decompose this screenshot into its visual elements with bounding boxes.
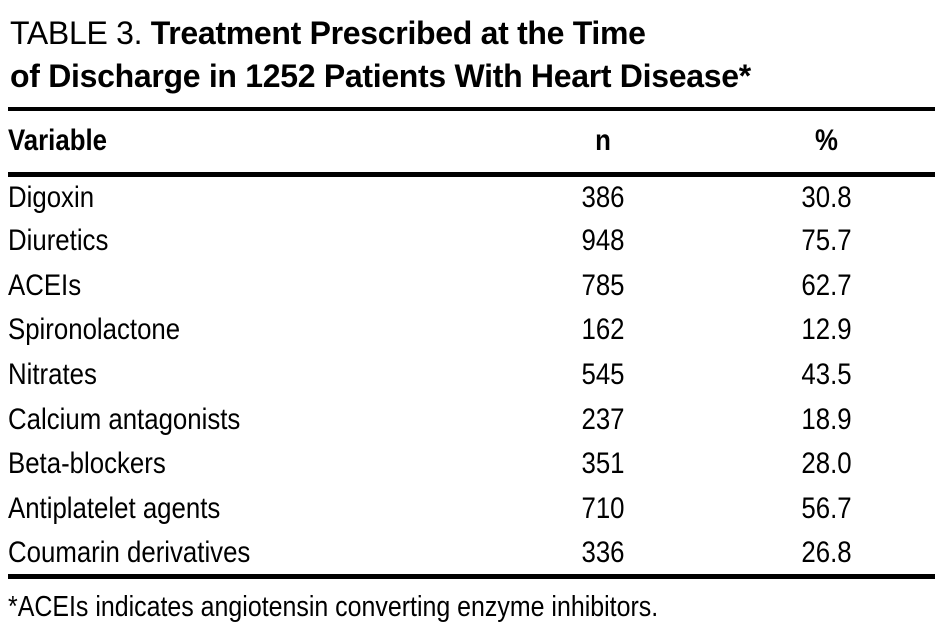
table-row: Spironolactone 162 12.9 (8, 308, 935, 353)
cell-variable: Digoxin (8, 180, 95, 214)
table-row: Digoxin 386 30.8 (8, 174, 935, 219)
cell-percent: 28.0 (801, 447, 852, 481)
table-number-label: TABLE 3. (10, 15, 143, 51)
table-row: Diuretics 948 75.7 (8, 219, 935, 264)
table-row: Nitrates 545 43.5 (8, 353, 935, 398)
table-row: Calcium antagonists 237 18.9 (8, 397, 935, 442)
table-footnote: *ACEIs indicates angiotensin converting … (8, 589, 948, 625)
cell-n: 545 (581, 358, 625, 392)
table-row: ACEIs 785 62.7 (8, 263, 935, 308)
header-variable: Variable (8, 109, 488, 177)
cell-n: 710 (581, 492, 625, 526)
cell-percent: 56.7 (801, 492, 852, 526)
cell-n: 948 (581, 224, 625, 258)
header-percent: % (718, 109, 935, 177)
cell-percent: 75.7 (801, 224, 852, 258)
header-row: Variable n % (8, 109, 935, 177)
cell-variable: Nitrates (8, 358, 97, 392)
cell-variable: Spironolactone (8, 313, 181, 347)
cell-percent: 18.9 (801, 402, 852, 436)
cell-variable: ACEIs (8, 268, 82, 302)
cell-n: 351 (581, 447, 625, 481)
table-title-text-1: Treatment Prescribed at the Time (150, 15, 646, 51)
cell-n: 336 (581, 535, 625, 569)
cell-percent: 26.8 (801, 535, 852, 569)
cell-variable: Beta-blockers (8, 447, 166, 481)
table-header: Variable n % (8, 109, 935, 177)
table-body: Digoxin 386 30.8 Diuretics 948 75.7 ACEI… (8, 174, 935, 577)
cell-variable: Coumarin derivatives (8, 535, 251, 569)
table-title-line2: of Discharge in 1252 Patients With Heart… (10, 58, 751, 94)
cell-percent: 12.9 (801, 313, 852, 347)
cell-variable: Calcium antagonists (8, 402, 241, 436)
cell-percent: 62.7 (801, 268, 852, 302)
footnote-text: *ACEIs indicates angiotensin converting … (8, 590, 659, 623)
cell-variable: Antiplatelet agents (8, 492, 221, 526)
header-n: n (488, 109, 718, 177)
table-title: TABLE 3. Treatment Prescribed at the Tim… (0, 0, 948, 98)
table-row: Beta-blockers 351 28.0 (8, 442, 935, 487)
cell-variable: Diuretics (8, 224, 109, 258)
cell-n: 237 (581, 402, 625, 436)
cell-percent: 43.5 (801, 358, 852, 392)
cell-percent: 30.8 (801, 180, 852, 214)
cell-n: 162 (581, 313, 625, 347)
cell-n: 785 (581, 268, 625, 302)
table-title-line1: TABLE 3. Treatment Prescribed at the Tim… (10, 12, 938, 55)
cell-n: 386 (581, 180, 625, 214)
table-row: Coumarin derivatives 336 26.8 (8, 532, 935, 577)
table-row: Antiplatelet agents 710 56.7 (8, 487, 935, 532)
data-table: Variable n % Digoxin 386 30.8 Diuretics … (8, 107, 935, 579)
